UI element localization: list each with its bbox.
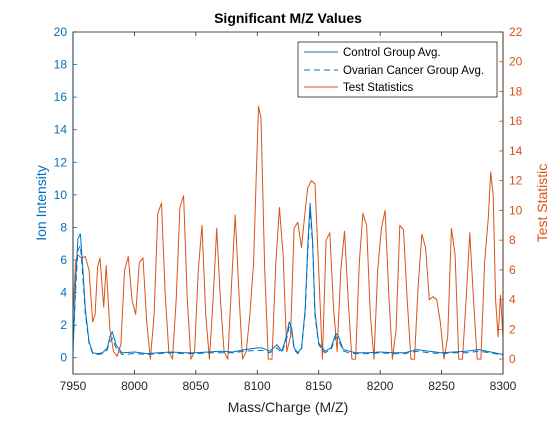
legend-box xyxy=(297,41,498,98)
y-tick-label-right: 0 xyxy=(509,352,516,366)
y-tick-label-right: 22 xyxy=(509,25,523,39)
y-tick-label-right: 14 xyxy=(509,144,523,158)
y-tick-label-right: 12 xyxy=(509,174,523,188)
x-axis-label: Mass/Charge (M/Z) xyxy=(228,399,349,415)
y-tick-label-right: 18 xyxy=(509,84,523,98)
y-tick-label-left: 18 xyxy=(54,58,68,72)
x-tick-label: 8200 xyxy=(367,379,394,393)
x-tick-label: 8150 xyxy=(305,379,332,393)
y-tick-label-left: 4 xyxy=(60,286,67,300)
chart-title: Significant M/Z Values xyxy=(214,10,362,26)
y-tick-label-left: 12 xyxy=(54,155,68,169)
y-tick-label-left: 0 xyxy=(60,351,67,365)
y-tick-label-left: 2 xyxy=(60,318,67,332)
legend-label-cancer: Ovarian Cancer Group Avg. xyxy=(343,65,484,77)
x-tick-label: 7950 xyxy=(60,379,87,393)
y-tick-label-right: 4 xyxy=(509,293,516,307)
legend: Control Group Avg. Ovarian Cancer Group … xyxy=(297,41,498,98)
x-tick-label: 8000 xyxy=(121,379,148,393)
plot-frame xyxy=(72,31,504,375)
y-axis-label-left: Ion Intensity xyxy=(33,165,49,241)
y-tick-label-left: 10 xyxy=(54,188,68,202)
y-tick-label-left: 20 xyxy=(54,25,68,39)
y-tick-label-right: 2 xyxy=(509,322,516,336)
x-tick-label: 8050 xyxy=(183,379,210,393)
series-line-test xyxy=(72,105,504,360)
y-tick-label-right: 8 xyxy=(509,233,516,247)
x-tick-label: 8100 xyxy=(244,379,271,393)
x-tick-label: 8300 xyxy=(490,379,517,393)
legend-label-test: Test Statistics xyxy=(343,82,414,94)
y-tick-label-left: 14 xyxy=(54,123,68,137)
y-tick-label-right: 16 xyxy=(509,114,523,128)
x-tick-label: 8250 xyxy=(428,379,455,393)
y-axis-label-right: Test Statistic xyxy=(534,164,550,243)
y-tick-label-left: 6 xyxy=(60,253,67,267)
y-tick-label-left: 8 xyxy=(60,220,67,234)
y-tick-label-right: 6 xyxy=(509,263,516,277)
series-line-cancer xyxy=(72,210,504,356)
y-tick-label-right: 10 xyxy=(509,203,523,217)
y-tick-label-right: 20 xyxy=(509,55,523,69)
series-layer xyxy=(72,105,504,360)
y-tick-label-left: 16 xyxy=(54,90,68,104)
legend-label-control: Control Group Avg. xyxy=(343,47,441,59)
